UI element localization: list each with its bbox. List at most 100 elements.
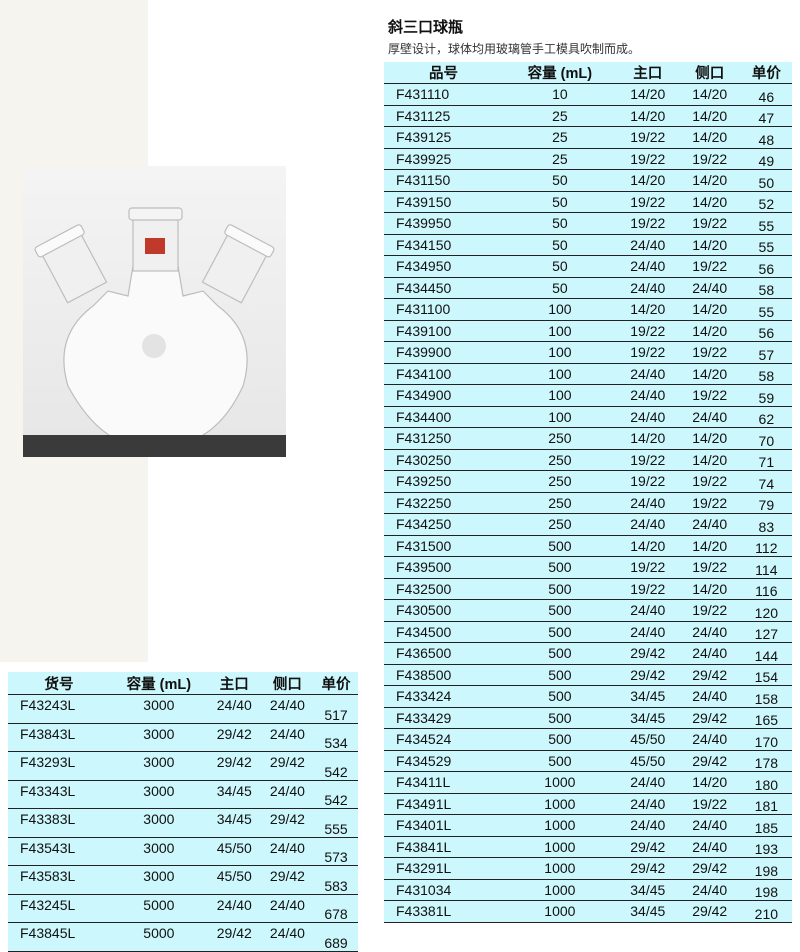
- cell-text: 24/40: [630, 408, 666, 425]
- cell-text: 100: [548, 322, 572, 339]
- cell-price: 170: [740, 728, 792, 751]
- cell-text: 29/42: [216, 925, 252, 941]
- cell-price: 48: [740, 126, 792, 149]
- table-row: F43291L 1000 29/42 29/42 198: [384, 857, 792, 880]
- table-row: F430250 250 19/22 14/20 71: [384, 449, 792, 471]
- table-row: F439500 500 19/22 19/22 114: [384, 556, 792, 579]
- cell-product-code: F43401L: [384, 814, 503, 837]
- cell-text: 678: [324, 906, 348, 922]
- cell-price: 71: [740, 449, 792, 471]
- cell-text: 127: [754, 626, 779, 642]
- left-product-table: 货号 容量 (mL) 主口 侧口 单价 F43243L 3000 24/40 24/40 517…: [8, 672, 358, 952]
- cell-side-neck: 24/40: [678, 836, 741, 858]
- cell-price: 165: [740, 707, 792, 729]
- cell-product-code: F43491L: [384, 793, 503, 815]
- table-row: F434529 500 45/50 29/42 178: [384, 750, 792, 772]
- page-subtitle: 厚壁设计，球体均用玻璃管手工模具吹制而成。: [388, 42, 641, 56]
- cell-text: 14/20: [692, 580, 728, 597]
- cell-side-neck: 19/22: [678, 470, 741, 493]
- column-header-capacity: 容量 (mL): [502, 62, 617, 84]
- cell-product-code: F431034: [384, 879, 503, 901]
- cell-text: 48: [758, 131, 775, 148]
- cell-side-neck: 29/42: [260, 865, 314, 895]
- cell-capacity: 100: [502, 320, 617, 342]
- cell-text: F431500: [396, 537, 452, 554]
- cell-main-neck: 34/45: [616, 900, 679, 923]
- cell-product-code: F434100: [384, 363, 503, 385]
- cell-text: 14/20: [692, 365, 728, 382]
- cell-text: 29/42: [630, 838, 666, 855]
- table-row: F43583L 3000 45/50 29/42 583: [8, 865, 358, 895]
- cell-product-code: F433424: [384, 685, 503, 708]
- cell-text: 29/42: [630, 860, 666, 877]
- cell-text: F432500: [396, 580, 452, 597]
- cell-text: 29/42: [692, 752, 728, 769]
- cell-price: 198: [740, 857, 792, 880]
- table-row: F438500 500 29/42 29/42 154: [384, 664, 792, 686]
- cell-side-neck: 14/20: [678, 535, 741, 557]
- cell-text: 1000: [544, 881, 576, 898]
- cell-text: 19/22: [692, 215, 728, 232]
- cell-price: 74: [740, 470, 792, 493]
- cell-price: 55: [740, 212, 792, 235]
- cell-capacity: 3000: [110, 865, 208, 895]
- cell-text: F43343L: [20, 782, 76, 799]
- cell-text: 24/40: [692, 838, 728, 855]
- cell-product-code: F43293L: [8, 751, 111, 781]
- table-header-row: 货号 容量 (mL) 主口 侧口 单价: [8, 672, 358, 695]
- cell-main-neck: 14/20: [616, 105, 679, 127]
- cell-product-code: F434524: [384, 728, 503, 751]
- cell-text: 1000: [544, 903, 576, 920]
- cell-text: 116: [755, 583, 778, 599]
- cell-text: 52: [758, 196, 775, 212]
- cell-price: 583: [314, 865, 358, 895]
- cell-main-neck: 24/40: [616, 621, 679, 643]
- cell-side-neck: 29/42: [678, 857, 741, 880]
- cell-main-neck: 19/22: [616, 148, 679, 170]
- column-header-side-neck: 侧口: [678, 62, 741, 84]
- cell-side-neck: 29/42: [678, 900, 741, 923]
- cell-text: 500: [548, 559, 572, 576]
- cell-side-neck: 14/20: [678, 449, 741, 471]
- cell-text: 24/40: [692, 881, 728, 898]
- cell-text: 24/40: [630, 387, 666, 404]
- cell-text: 14/20: [692, 193, 728, 210]
- cell-text: 5000: [143, 896, 175, 913]
- cell-product-code: F434450: [384, 277, 503, 299]
- cell-product-code: F431100: [384, 298, 503, 321]
- cell-capacity: 10: [502, 83, 617, 106]
- cell-text: 19/22: [630, 559, 666, 576]
- cell-text: 29/42: [692, 709, 728, 726]
- cell-side-neck: 19/22: [678, 212, 741, 235]
- cell-price: 116: [740, 578, 792, 600]
- cell-capacity: 1000: [502, 793, 617, 815]
- cell-text: 50: [552, 172, 568, 189]
- cell-main-neck: 29/42: [207, 751, 261, 781]
- cell-product-code: F432250: [384, 492, 503, 514]
- cell-text: 45/50: [630, 731, 666, 748]
- cell-price: 120: [740, 599, 792, 622]
- cell-product-code: F43411L: [384, 771, 503, 794]
- cell-text: 24/40: [269, 925, 305, 941]
- cell-text: 250: [548, 494, 572, 511]
- cell-text: 45/50: [216, 868, 252, 884]
- cell-price: 185: [740, 814, 792, 837]
- cell-text: 100: [548, 344, 572, 361]
- cell-side-neck: 19/22: [678, 793, 741, 815]
- cell-text: 34/45: [216, 811, 252, 827]
- cell-text: 144: [754, 647, 779, 664]
- table-row: F434150 50 24/40 14/20 55: [384, 234, 792, 256]
- cell-text: 24/40: [630, 279, 666, 296]
- cell-text: 34/45: [630, 881, 666, 898]
- cell-text: 70: [758, 432, 775, 449]
- cell-side-neck: 19/22: [678, 384, 741, 407]
- table-header-row: 品号 容量 (mL) 主口 侧口 单价: [384, 62, 792, 84]
- cell-price: 180: [740, 771, 792, 794]
- cell-main-neck: 19/22: [616, 578, 679, 600]
- cell-side-neck: 19/22: [678, 148, 741, 170]
- table-row: F43841L 1000 29/42 24/40 193: [384, 836, 792, 858]
- cell-side-neck: 29/42: [260, 808, 314, 838]
- cell-capacity: 25: [502, 105, 617, 127]
- cell-text: 50: [552, 236, 568, 253]
- cell-text: 14/20: [692, 301, 728, 318]
